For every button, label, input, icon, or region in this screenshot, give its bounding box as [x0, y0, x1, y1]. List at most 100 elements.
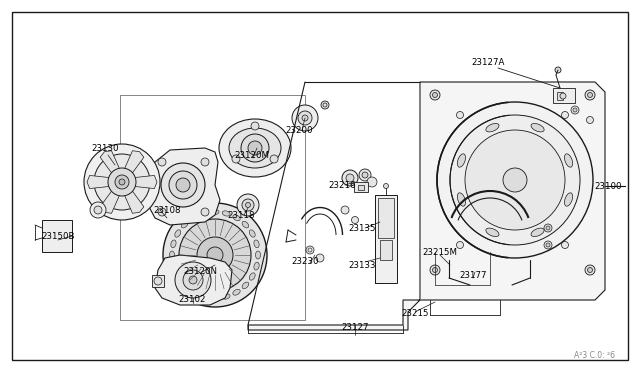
Bar [375, 195, 397, 283]
Circle shape [430, 90, 440, 100]
Bar [358, 185, 364, 190]
Ellipse shape [254, 262, 259, 270]
Circle shape [248, 141, 262, 155]
Ellipse shape [486, 228, 499, 237]
Ellipse shape [170, 251, 175, 259]
Circle shape [573, 108, 577, 112]
Circle shape [588, 93, 593, 97]
Circle shape [351, 217, 358, 224]
Text: 23216: 23216 [328, 180, 356, 189]
Circle shape [456, 112, 463, 119]
Polygon shape [155, 255, 232, 305]
Circle shape [246, 202, 250, 208]
Circle shape [94, 154, 150, 210]
Bar [557, 92, 563, 100]
Circle shape [433, 93, 438, 97]
Circle shape [169, 171, 197, 199]
Circle shape [544, 224, 552, 232]
Circle shape [456, 241, 463, 248]
Ellipse shape [255, 251, 260, 259]
Text: 23135: 23135 [348, 224, 376, 232]
Text: 23120N: 23120N [183, 267, 217, 276]
Circle shape [561, 112, 568, 119]
Circle shape [201, 208, 209, 216]
Text: 23200: 23200 [285, 125, 313, 135]
Circle shape [571, 106, 579, 114]
Circle shape [362, 172, 368, 178]
Circle shape [546, 243, 550, 247]
Circle shape [367, 177, 377, 187]
Text: 23177: 23177 [460, 270, 487, 279]
Circle shape [316, 254, 324, 262]
Ellipse shape [242, 282, 249, 289]
Bar [378, 198, 394, 238]
Circle shape [430, 265, 440, 275]
Ellipse shape [171, 240, 176, 248]
Ellipse shape [175, 273, 180, 280]
Circle shape [342, 170, 358, 186]
Circle shape [465, 130, 565, 230]
Circle shape [270, 155, 278, 163]
Circle shape [108, 168, 136, 196]
Ellipse shape [486, 124, 499, 132]
Circle shape [359, 169, 371, 181]
Polygon shape [122, 186, 144, 213]
Text: 23215M: 23215M [422, 247, 458, 257]
Circle shape [544, 241, 552, 249]
Ellipse shape [233, 289, 240, 295]
Ellipse shape [219, 119, 291, 177]
Circle shape [161, 163, 205, 207]
Text: 23150B: 23150B [41, 231, 75, 241]
Bar [553, 88, 575, 103]
Ellipse shape [564, 154, 573, 167]
Text: A²3 C.0: ²6: A²3 C.0: ²6 [575, 352, 616, 360]
Ellipse shape [229, 128, 281, 168]
Circle shape [306, 246, 314, 254]
Circle shape [119, 179, 125, 185]
Circle shape [158, 208, 166, 216]
Ellipse shape [531, 124, 544, 132]
Circle shape [175, 262, 211, 298]
Bar [120, 95, 305, 320]
Ellipse shape [254, 240, 259, 248]
Polygon shape [100, 186, 122, 213]
Circle shape [437, 102, 593, 258]
Circle shape [237, 194, 259, 216]
Text: 23102: 23102 [179, 295, 205, 304]
Circle shape [302, 115, 308, 121]
Ellipse shape [175, 230, 180, 237]
Circle shape [84, 144, 160, 220]
Circle shape [546, 226, 550, 230]
Text: 23133: 23133 [348, 260, 376, 269]
Circle shape [292, 105, 318, 131]
Text: 23215: 23215 [401, 310, 429, 318]
Ellipse shape [190, 289, 197, 295]
Bar [120, 95, 305, 320]
Circle shape [585, 265, 595, 275]
Polygon shape [100, 151, 122, 178]
Circle shape [197, 237, 233, 273]
Text: 23127: 23127 [341, 324, 369, 333]
Polygon shape [248, 82, 605, 330]
Ellipse shape [211, 209, 219, 215]
Text: 23108: 23108 [153, 205, 180, 215]
Ellipse shape [211, 295, 219, 301]
Circle shape [189, 276, 197, 284]
Circle shape [298, 111, 312, 125]
Circle shape [251, 122, 259, 130]
Circle shape [232, 155, 240, 163]
Circle shape [176, 178, 190, 192]
Circle shape [115, 175, 129, 189]
Text: 23118: 23118 [227, 211, 255, 219]
Ellipse shape [222, 294, 230, 299]
Circle shape [201, 158, 209, 166]
Ellipse shape [171, 262, 176, 270]
Ellipse shape [233, 215, 240, 221]
Circle shape [179, 219, 251, 291]
Bar [380, 240, 392, 260]
Circle shape [163, 203, 267, 307]
Ellipse shape [181, 282, 188, 289]
Polygon shape [87, 176, 115, 189]
Circle shape [503, 168, 527, 192]
Ellipse shape [190, 215, 197, 221]
